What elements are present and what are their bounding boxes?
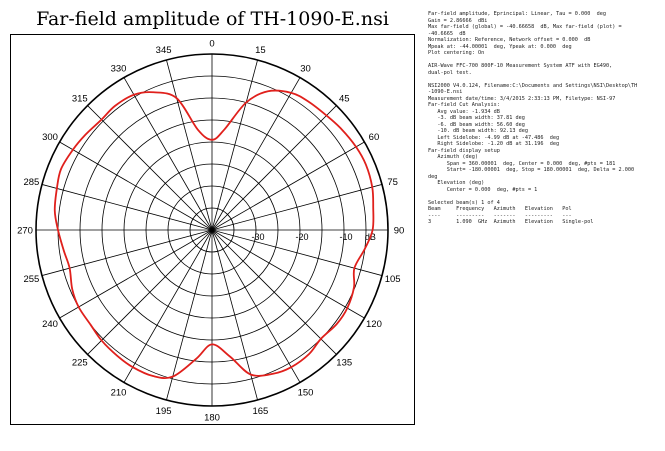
info-line: -3. dB beam width: 37.81 deg — [428, 115, 525, 121]
grid-spoke — [123, 229, 213, 383]
info-line: -10. dB beam width: 92.13 deg — [428, 128, 528, 134]
grid-spoke — [59, 229, 213, 319]
grid-spoke — [211, 229, 258, 401]
info-line: Gain = 2.86666 dBi — [428, 17, 488, 24]
grid-spoke — [211, 229, 301, 383]
info-line: -40.6665 dB — [428, 30, 466, 37]
polar-plot: 0 15 30 45 60 75 90 105 120 135 150 165 180 195 210 225… — [17, 39, 404, 424]
chart-title: Far-field amplitude of TH-1090-E.nsi — [36, 8, 389, 30]
grid-spoke — [87, 105, 213, 231]
angle-tick-labels: 0 15 30 45 60 75 90 105 120 135 150 165 180 195 210 225… — [17, 39, 404, 424]
grid-spoke — [166, 59, 213, 231]
info-line: Azimuth (deg) — [428, 154, 478, 160]
info-line: NSI2000 V4.0.124, Filename:C:\Documents … — [428, 82, 638, 89]
info-line: deg — [428, 173, 438, 180]
angle-tick-label: 255 — [23, 274, 39, 285]
info-line: dual-pol test. — [428, 69, 472, 76]
angle-tick-label: 315 — [72, 93, 88, 104]
info-line: 3 1.090 GHz Azimuth Elevation Single-pol — [428, 219, 594, 225]
grid-spoke — [211, 184, 383, 231]
info-line: Far-field display setup — [428, 147, 500, 154]
angle-tick-label: 285 — [23, 177, 39, 188]
angle-tick-label: 270 — [17, 226, 33, 237]
radial-tick-label: -10 — [339, 232, 352, 242]
grid-spoke — [59, 141, 213, 231]
angle-tick-label: 30 — [300, 64, 311, 75]
grid-spoke — [211, 141, 365, 231]
info-line: Plot centering: On — [428, 50, 485, 56]
info-line: Avg value: -1.934 dB — [428, 108, 500, 115]
series-line — [53, 89, 375, 380]
angle-tick-label: 165 — [252, 406, 268, 417]
grid-spoke — [41, 229, 213, 276]
grid-spoke — [211, 59, 258, 231]
angle-tick-label: 150 — [298, 387, 314, 398]
angle-tick-label: 240 — [42, 319, 58, 330]
grid-spoke — [123, 77, 213, 231]
grid-spoke — [41, 184, 213, 231]
angle-tick-label: 75 — [387, 177, 398, 188]
info-line: Measurement date/time: 3/4/2015 2:33:13 … — [428, 95, 616, 102]
info-line: -6. dB beam width: 56.60 deg — [428, 121, 525, 128]
radial-tick-label: -20 — [295, 232, 308, 242]
grid-spoke — [166, 229, 213, 401]
angle-tick-label: 105 — [385, 274, 401, 285]
info-line: Elevation (deg) — [428, 180, 485, 186]
plot-frame — [10, 34, 415, 425]
polar-grid — [35, 53, 389, 407]
grid-spoke — [87, 229, 213, 355]
radial-tick-labels: -30 -20 -10 dB — [251, 232, 375, 242]
info-line: Span = 360.00001 deg, Center = 0.000 deg… — [428, 160, 616, 167]
grid-spoke — [211, 229, 365, 319]
info-line: Beam Frequency Azimuth Elevation Pol — [428, 206, 572, 212]
angle-tick-label: 15 — [255, 45, 266, 56]
series-layer — [53, 89, 375, 380]
grid-spoke — [211, 77, 301, 231]
angle-tick-label: 90 — [394, 226, 405, 237]
info-line: Max far-field (global) = -40.66658 dB, M… — [428, 24, 622, 30]
angle-tick-label: 225 — [72, 358, 88, 369]
radial-tick-label: -30 — [251, 232, 264, 242]
angle-tick-label: 60 — [369, 132, 380, 143]
info-line: Mpeak at: -44.00001 deg, Ypeak at: 0.000… — [428, 43, 572, 50]
angle-tick-label: 45 — [339, 93, 350, 104]
info-line: Far-field amplitude, Eprincipal: Linear,… — [428, 11, 607, 17]
info-line: Far-field Cut Analysis: — [428, 102, 500, 108]
angle-tick-label: 120 — [366, 319, 382, 330]
info-line: Center = 0.000 deg, #pts = 1 — [428, 186, 538, 193]
info-line: ---- --------- ------- --------- --- — [428, 212, 572, 219]
info-line: Right Sidelobe: -1.20 dB at 31.196 deg — [428, 141, 560, 147]
info-line: Left Sidelobe: -4.99 dB at -47.486 deg — [428, 134, 560, 141]
angle-tick-label: 345 — [156, 45, 172, 56]
grid-spoke — [211, 105, 337, 231]
angle-tick-label: 330 — [111, 64, 127, 75]
grid-spoke — [211, 229, 337, 355]
angle-tick-label: 210 — [111, 387, 127, 398]
angle-tick-label: 135 — [336, 358, 352, 369]
angle-tick-label: 195 — [156, 406, 172, 417]
angle-tick-label: 180 — [204, 413, 220, 424]
info-line: Normalization: Reference, Network offset… — [428, 37, 591, 43]
info-panel: Far-field amplitude, Eprincipal: Linear,… — [428, 11, 664, 226]
angle-tick-label: 300 — [42, 132, 58, 143]
info-line: AIR-Wave FFC-700 800F-10 Measurement Sys… — [428, 63, 613, 69]
info-line: Selected beam(s) 1 of 4 — [428, 199, 500, 206]
info-line: -1090-E.nsi — [428, 89, 463, 95]
angle-tick-label: 0 — [209, 39, 214, 50]
info-line: Start= -180.00001 deg, Stop = 180.00001 … — [428, 167, 635, 173]
